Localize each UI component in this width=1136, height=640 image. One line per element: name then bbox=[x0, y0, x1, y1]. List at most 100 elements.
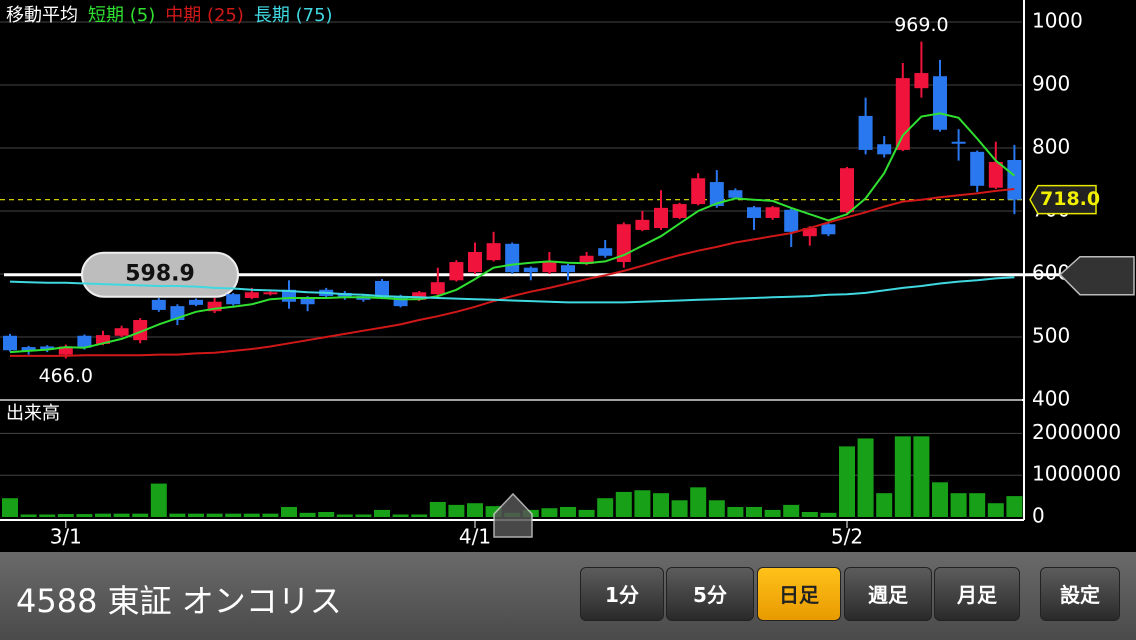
candle-body bbox=[988, 161, 1003, 188]
toolbar: 4588 東証 オンコリス 1分 5分 日足 週足 月足 設定 bbox=[0, 552, 1136, 640]
volume-bar bbox=[839, 446, 855, 517]
volume-bar bbox=[987, 503, 1004, 517]
stock-name: 4588 東証 オンコリス bbox=[16, 582, 342, 620]
candle-body bbox=[486, 243, 501, 261]
candle-body bbox=[96, 335, 110, 344]
y-tick-label: 1000 bbox=[1032, 9, 1083, 33]
candle-body bbox=[58, 346, 73, 355]
interval-button[interactable]: 週足 bbox=[844, 567, 932, 621]
volume-bar bbox=[969, 493, 986, 517]
volume-bar bbox=[727, 506, 744, 517]
volume-bar bbox=[894, 436, 911, 517]
y-tick-label: 800 bbox=[1032, 135, 1070, 159]
interval-button[interactable]: 日足 bbox=[757, 567, 841, 621]
candle-body bbox=[877, 144, 892, 155]
volume-bar bbox=[318, 511, 335, 517]
interval-button[interactable]: 1分 bbox=[580, 567, 664, 621]
volume-bar bbox=[1006, 496, 1023, 517]
last-price-tag bbox=[1029, 184, 1097, 215]
settings-button[interactable]: 設定 bbox=[1040, 567, 1120, 621]
candle-body bbox=[840, 168, 854, 213]
volume-bar bbox=[429, 501, 446, 517]
candle-body bbox=[40, 346, 55, 350]
candle-body bbox=[133, 320, 148, 341]
candle-body bbox=[765, 207, 780, 218]
candle-body bbox=[561, 265, 575, 273]
volume-bar bbox=[20, 514, 37, 517]
candle-body bbox=[393, 296, 408, 307]
volume-bar bbox=[299, 512, 316, 517]
candle-body bbox=[895, 78, 910, 150]
volume-bar bbox=[541, 508, 558, 517]
last-price-label: 718.0 bbox=[1040, 188, 1100, 210]
candle-body bbox=[151, 299, 166, 310]
candle-body bbox=[691, 178, 706, 205]
interval-button[interactable]: 月足 bbox=[934, 567, 1020, 621]
volume-title: 出来高 bbox=[6, 403, 60, 424]
volume-bar bbox=[39, 514, 56, 517]
candle-body bbox=[189, 299, 203, 305]
moving-average-line bbox=[9, 112, 1016, 354]
candle-body bbox=[1007, 160, 1022, 200]
candle-body bbox=[728, 190, 743, 198]
legend-entry: 中期 (25) bbox=[165, 5, 244, 26]
candle-body bbox=[449, 262, 464, 281]
legend-title: 移動平均 bbox=[6, 5, 78, 26]
candle-body bbox=[672, 204, 687, 218]
volume-bar bbox=[262, 513, 279, 517]
volume-bar bbox=[132, 513, 149, 517]
volume-bar bbox=[76, 514, 93, 517]
volume-bar bbox=[467, 503, 483, 517]
candle-body bbox=[226, 294, 241, 305]
candle-body bbox=[933, 76, 947, 130]
volume-bar bbox=[95, 513, 111, 517]
candle-body bbox=[709, 182, 724, 206]
volume-bar bbox=[281, 506, 297, 517]
chart-area: 40050060070080090010003/14/15/2598.9969.… bbox=[0, 0, 1135, 549]
legend-entry: 短期 (5) bbox=[88, 5, 155, 26]
candle-body bbox=[207, 301, 222, 312]
y-tick-label: 900 bbox=[1032, 72, 1070, 96]
candle-body bbox=[802, 228, 817, 237]
interval-button[interactable]: 5分 bbox=[666, 567, 754, 621]
candle-body bbox=[747, 207, 761, 218]
volume-bar bbox=[113, 513, 130, 517]
candle-body bbox=[598, 248, 613, 256]
candle-body bbox=[412, 292, 427, 300]
volume-bar bbox=[57, 514, 74, 517]
trend-label-box bbox=[81, 251, 239, 298]
candle-body bbox=[542, 262, 557, 273]
volume-bar bbox=[243, 513, 260, 517]
volume-bar bbox=[653, 493, 669, 517]
volume-bar bbox=[615, 491, 632, 517]
volume-bar bbox=[392, 514, 409, 517]
volume-bar bbox=[2, 498, 18, 517]
volume-bar bbox=[690, 487, 707, 517]
candle-body bbox=[821, 224, 836, 235]
volume-bar bbox=[560, 506, 576, 517]
volume-bar bbox=[671, 500, 688, 517]
moving-average-line bbox=[10, 188, 1015, 357]
candle-body bbox=[505, 243, 520, 273]
candle-body bbox=[337, 292, 352, 298]
x-tick-label: 4/1 bbox=[459, 525, 491, 549]
candle-body bbox=[244, 292, 259, 298]
legend-entry: 長期 (75) bbox=[254, 5, 333, 26]
moving-average-line bbox=[9, 276, 1015, 304]
x-tick-label: 3/1 bbox=[50, 525, 82, 549]
candle-body bbox=[114, 328, 129, 336]
volume-bar bbox=[857, 438, 874, 517]
volume-bar bbox=[950, 493, 967, 517]
candle-body bbox=[784, 209, 799, 232]
volume-bar bbox=[225, 513, 242, 517]
volume-bar bbox=[485, 506, 502, 517]
scroll-handle bbox=[493, 492, 533, 538]
x-tick-label: 5/2 bbox=[831, 525, 863, 549]
volume-bar bbox=[783, 504, 800, 517]
line-handle bbox=[1058, 255, 1135, 296]
candle-body bbox=[263, 292, 278, 295]
y-tick-label: 2000000 bbox=[1032, 420, 1121, 444]
y-tick-label: 1000000 bbox=[1032, 462, 1121, 486]
candle-body bbox=[430, 282, 445, 295]
extreme-label: 969.0 bbox=[894, 14, 948, 36]
